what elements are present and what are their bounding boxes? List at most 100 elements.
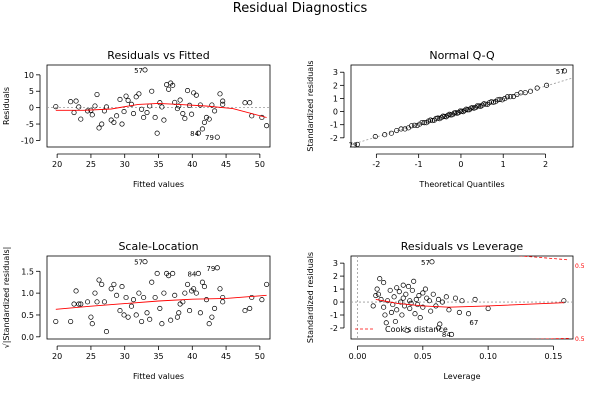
scale-location-data-point: [130, 297, 137, 303]
normal-qq-y-tick-label: 0: [333, 108, 338, 117]
residuals-vs-fitted-plot-area: [47, 67, 270, 140]
residuals-vs-fitted-data-point: [53, 104, 59, 110]
residuals-vs-leverage-data-point: [420, 290, 426, 296]
scale-location-data-point: [103, 329, 110, 335]
scale-location-data-point: [187, 308, 193, 314]
residuals-vs-leverage-data-point: [465, 311, 472, 317]
residuals-vs-fitted-data-point: [170, 82, 176, 88]
residuals-vs-leverage-data-point: [377, 276, 383, 282]
residuals-vs-leverage-data-point: [382, 312, 388, 318]
residuals-vs-leverage-data-point: [412, 311, 418, 317]
residuals-vs-leverage-data-point: [392, 318, 398, 325]
scale-location-data-point: [201, 284, 208, 290]
residuals-vs-fitted-data-point: [92, 103, 98, 109]
residuals-vs-leverage-data-point: [396, 289, 402, 295]
residuals-vs-fitted-data-point: [176, 103, 182, 109]
scale-location-data-point: [117, 308, 123, 314]
normal-qq-data-point: [440, 113, 446, 119]
scale-location-data-point: [176, 310, 182, 316]
residuals-vs-fitted-data-point: [149, 88, 155, 94]
scale-location-data-point: [161, 290, 167, 296]
scale-location-data-point: [111, 281, 117, 287]
residuals-vs-leverage-data-point: [394, 307, 400, 313]
residuals-vs-fitted-data-point: [154, 130, 160, 136]
residuals-vs-fitted-data-point: [130, 110, 137, 117]
residuals-vs-leverage-data-point: [407, 298, 413, 304]
normal-qq-plot-area: [351, 68, 573, 147]
normal-qq-x-tick-label: -1: [415, 160, 423, 169]
scale-location-data-point: [182, 290, 188, 296]
residuals-vs-leverage-data-point: [430, 291, 436, 297]
residuals-vs-fitted-x-tick-label: 35: [153, 160, 163, 169]
residuals-vs-fitted-data-point: [206, 116, 212, 122]
scale-location-y-tick-label: 0.5: [21, 311, 34, 320]
scale-location-data-point: [157, 305, 163, 311]
residuals-vs-leverage-data-point: [400, 282, 406, 288]
residuals-vs-fitted-data-point: [73, 98, 79, 104]
normal-qq-point-label: 57: [556, 68, 565, 76]
scale-location-plot-frame: [46, 255, 271, 340]
scale-location-data-point: [73, 288, 79, 294]
residuals-vs-leverage-y-tick-label: 3: [333, 259, 338, 268]
normal-qq-y-tick-label: 2: [333, 81, 338, 90]
normal-qq-x-tick-label: -2: [372, 160, 380, 169]
residuals-vs-leverage-data-point: [426, 298, 432, 304]
scale-location-data-point: [191, 286, 197, 292]
residuals-vs-leverage-y-tick-label: -1: [330, 311, 338, 320]
residuals-vs-fitted-x-tick-label: 30: [120, 160, 130, 169]
residuals-vs-fitted-panel: Residuals vs Fitted Fitted values Residual…: [2, 49, 271, 189]
residuals-vs-fitted-data-point: [84, 108, 91, 114]
normal-qq-xlabel: Theoretical Quantiles: [418, 180, 504, 189]
residuals-vs-fitted-data-point: [133, 94, 139, 100]
residuals-vs-fitted-data-point: [142, 67, 148, 73]
normal-qq-y-tick-label: 1: [333, 94, 338, 103]
normal-qq-data-point: [388, 130, 394, 136]
residuals-vs-leverage-data-point: [383, 320, 389, 326]
normal-qq-data-point: [443, 114, 449, 120]
residuals-vs-fitted-data-point: [191, 90, 197, 96]
residuals-vs-fitted-data-point: [139, 106, 145, 112]
scale-location-ylabel: √|Standardized residuals|: [2, 247, 11, 349]
residuals-vs-leverage-data-point: [398, 299, 404, 305]
scale-location-data-point: [154, 270, 160, 277]
scale-location-data-point: [101, 299, 107, 305]
scale-location-x-tick-label: 30: [120, 352, 130, 361]
residuals-vs-leverage-data-point: [439, 299, 445, 305]
residuals-vs-leverage-data-point: [435, 296, 442, 302]
normal-qq-y-tick-label: -1: [330, 121, 338, 130]
scale-location-data-point: [217, 286, 223, 292]
residuals-vs-leverage-data-point: [403, 291, 409, 297]
residuals-vs-leverage-data-point: [409, 287, 415, 293]
residuals-vs-leverage-data-point: [413, 296, 419, 302]
scale-location-x-tick-label: 20: [52, 352, 62, 361]
residuals-vs-fitted-data-point: [185, 88, 191, 94]
residuals-vs-fitted-data-point: [159, 104, 165, 110]
residuals-vs-leverage-data-point: [394, 285, 400, 291]
scale-location-data-point: [96, 277, 102, 283]
residuals-vs-leverage-data-point: [429, 259, 435, 265]
scale-location-y-tick-label: 1.5: [21, 267, 34, 276]
residuals-vs-leverage-data-point: [485, 305, 491, 312]
residuals-vs-fitted-data-point: [212, 108, 218, 114]
scale-location-data-point: [76, 301, 82, 307]
residuals-vs-fitted-smooth-line: [55, 102, 267, 118]
scale-location-data-point: [195, 270, 201, 277]
residuals-vs-leverage-y-tick-label: 1: [333, 285, 338, 294]
scale-location-data-point: [133, 312, 139, 318]
residuals-vs-leverage-cooks-contour-label: 0.5: [575, 263, 585, 270]
normal-qq-data-point: [354, 141, 360, 147]
residuals-vs-fitted-data-point: [99, 121, 105, 127]
residuals-vs-leverage-data-point: [433, 303, 439, 309]
scale-location-title: Scale-Location: [118, 240, 198, 253]
normal-qq-data-point: [502, 96, 508, 102]
scale-location-data-point: [78, 301, 84, 307]
residuals-vs-leverage-data-point: [391, 294, 397, 300]
normal-qq-data-point: [527, 88, 534, 94]
residuals-vs-fitted-data-point: [111, 119, 117, 125]
normal-qq-qq-reference-line: [351, 77, 573, 146]
residuals-vs-fitted-x-tick-label: 20: [52, 160, 62, 169]
residuals-vs-leverage-data-point: [446, 307, 452, 313]
scale-location-data-point: [53, 318, 59, 325]
scale-location-data-point: [152, 294, 158, 301]
residuals-vs-fitted-data-point: [259, 114, 265, 121]
